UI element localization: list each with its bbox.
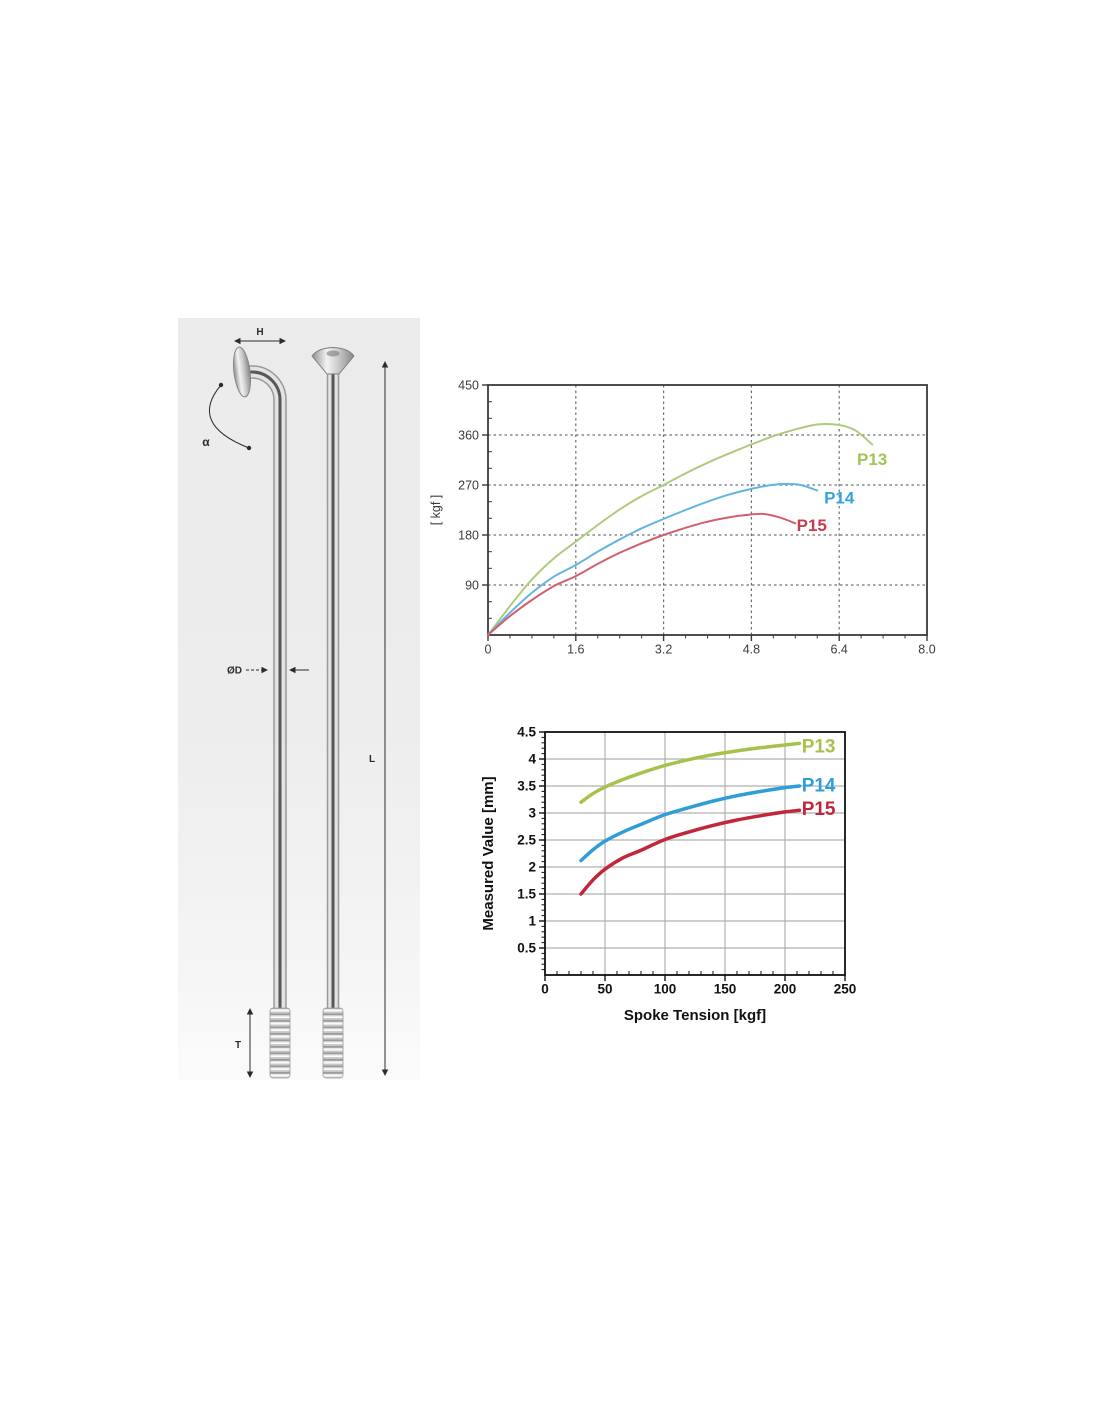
y-tick-label: 4 (528, 752, 536, 767)
x-tick-label: 0 (541, 982, 549, 997)
series-label-P15: P15 (802, 799, 836, 820)
y-tick-label: 2.5 (517, 833, 536, 848)
y-tick-label: 1.5 (517, 887, 536, 902)
spoke-head-countersunk (311, 347, 355, 375)
series-label-P15: P15 (797, 516, 827, 535)
y-tick-label: 450 (458, 379, 479, 393)
dim-label-thread-length: T (235, 1040, 241, 1051)
y-tick-label: 270 (458, 479, 479, 493)
x-tick-label: 4.8 (743, 643, 760, 657)
x-tick-label: 250 (834, 982, 857, 997)
series-line-P15 (579, 808, 802, 896)
x-tick-label: 8.0 (918, 643, 935, 657)
dim-label-length: L (369, 754, 375, 765)
spoke-head-flange (232, 346, 252, 398)
dim-label-bend-angle: α (202, 435, 210, 449)
y-tick-label: 3.5 (517, 779, 536, 794)
y-tick-label: 2 (528, 860, 536, 875)
y-tick-label: 3 (528, 806, 536, 821)
j-bend-spoke (232, 346, 291, 1079)
x-tick-label: 3.2 (655, 643, 672, 657)
straight-spoke (311, 347, 355, 1079)
y-tick-label: 1 (528, 914, 536, 929)
x-axis-title: Spoke Tension [kgf] (624, 1007, 766, 1024)
y-tick-label: 90 (465, 579, 479, 593)
y-tick-label: 4.5 (517, 725, 536, 740)
dim-label-diameter: ØD (227, 666, 242, 677)
x-tick-label: 50 (597, 982, 612, 997)
x-tick-label: 200 (774, 982, 797, 997)
dimension-annotations (208, 337, 389, 1078)
series-label-P14: P14 (824, 489, 855, 508)
y-tick-label: 180 (458, 529, 479, 543)
x-tick-label: 150 (714, 982, 737, 997)
y-tick-label: 0.5 (517, 941, 536, 956)
chart-frame (487, 384, 928, 636)
y-tick-label: 360 (458, 429, 479, 443)
y-axis-title: [ kgf ] (429, 495, 443, 526)
spoke-diagram-panel: H α ØD L T (178, 318, 420, 1080)
series-label-P13: P13 (802, 737, 836, 758)
dim-arc-alpha (208, 384, 250, 449)
series-line-P14 (579, 784, 802, 863)
load-elongation-chart: 0 1.6 3.2 4.8 6.4 8.0 90 180 270 360 450 P13 P14 P15 [… (429, 379, 936, 657)
spoke-threads (322, 1007, 344, 1079)
tension-measured-value-chart: 0 50 100 150 200 250 0.5 1 1.5 2 2.5 3 3.5 4 4.5 P13 P14… (480, 725, 857, 1025)
series-label-P13: P13 (857, 450, 887, 469)
x-tick-label: 1.6 (567, 643, 584, 657)
series-label-P14: P14 (802, 776, 836, 797)
x-tick-label: 0 (485, 643, 492, 657)
series-line-P15 (487, 512, 797, 636)
series-line-P13 (487, 423, 874, 636)
x-tick-label: 100 (654, 982, 677, 997)
series-line-P13 (579, 741, 802, 804)
dim-label-head-width: H (256, 327, 263, 338)
series-line-P14 (487, 482, 819, 636)
chart-frame (544, 731, 846, 976)
spoke-head-slot (326, 350, 340, 357)
spoke-threads (269, 1007, 291, 1079)
spoke-diagram: H α ØD L T (202, 327, 389, 1079)
x-tick-label: 6.4 (831, 643, 848, 657)
y-axis-title: Measured Value [mm] (480, 776, 497, 930)
